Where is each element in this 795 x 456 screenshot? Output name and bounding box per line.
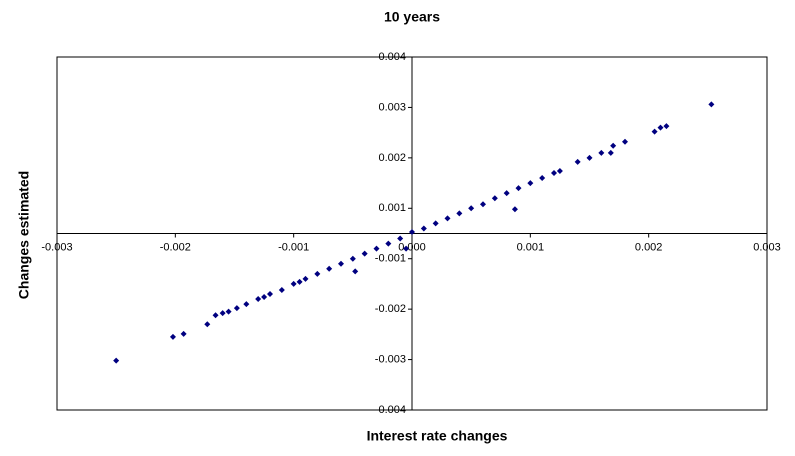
point xyxy=(290,280,297,287)
point xyxy=(420,225,427,232)
point xyxy=(180,330,187,337)
point xyxy=(574,158,581,165)
point xyxy=(397,235,404,242)
point xyxy=(314,270,321,277)
point xyxy=(527,180,534,187)
point xyxy=(657,124,664,131)
point xyxy=(338,260,344,267)
point xyxy=(503,190,510,197)
x-tick-label: -0.001 xyxy=(278,241,309,253)
point xyxy=(586,154,593,161)
point xyxy=(302,275,309,282)
point xyxy=(551,169,557,176)
point xyxy=(352,268,359,275)
point xyxy=(233,305,240,312)
point xyxy=(261,294,268,301)
x-tick-label: 0.000 xyxy=(398,241,426,253)
y-tick-label: -0.001 xyxy=(375,253,406,265)
point xyxy=(480,201,486,208)
point xyxy=(409,228,415,235)
point xyxy=(511,206,518,213)
point xyxy=(278,286,285,293)
point xyxy=(243,301,250,308)
point xyxy=(444,215,451,222)
point xyxy=(622,138,628,145)
point xyxy=(491,195,498,202)
point xyxy=(468,205,475,212)
y-tick-label: 0.003 xyxy=(378,101,406,113)
point xyxy=(204,321,211,328)
point xyxy=(212,312,219,319)
y-tick-label: -0.002 xyxy=(375,303,406,315)
chart-title: 10 years xyxy=(384,9,440,25)
point xyxy=(708,101,715,108)
x-tick-label: 0.002 xyxy=(635,241,663,253)
y-axis-title: Changes estimated xyxy=(16,171,32,299)
point xyxy=(255,296,262,303)
point xyxy=(349,255,356,262)
x-tick-label: 0.001 xyxy=(517,241,545,253)
point xyxy=(219,310,226,317)
point xyxy=(607,149,614,156)
point xyxy=(663,123,670,130)
y-tick-label: 0.002 xyxy=(378,152,406,164)
point xyxy=(373,245,380,252)
y-tick-label: -0.003 xyxy=(375,353,406,365)
x-axis-title: Interest rate changes xyxy=(367,428,508,444)
point xyxy=(456,210,463,217)
x-tick-label: -0.002 xyxy=(160,241,191,253)
y-tick-label: 0.001 xyxy=(378,202,406,214)
point xyxy=(225,308,232,315)
point xyxy=(651,128,658,135)
point xyxy=(113,357,120,364)
point xyxy=(169,333,176,340)
point xyxy=(598,149,605,156)
x-tick-label: 0.003 xyxy=(753,241,781,253)
point xyxy=(432,220,439,227)
point xyxy=(539,175,546,182)
point xyxy=(361,250,368,257)
point xyxy=(403,245,410,252)
point xyxy=(556,167,563,174)
y-tick-label: 0.004 xyxy=(378,51,406,63)
point xyxy=(515,185,522,192)
x-tick-label: -0.003 xyxy=(41,241,72,253)
y-tick-label: -0.004 xyxy=(375,404,406,416)
point xyxy=(385,240,392,247)
point xyxy=(296,278,303,285)
point xyxy=(267,291,273,298)
point xyxy=(326,265,333,272)
point xyxy=(610,142,617,149)
